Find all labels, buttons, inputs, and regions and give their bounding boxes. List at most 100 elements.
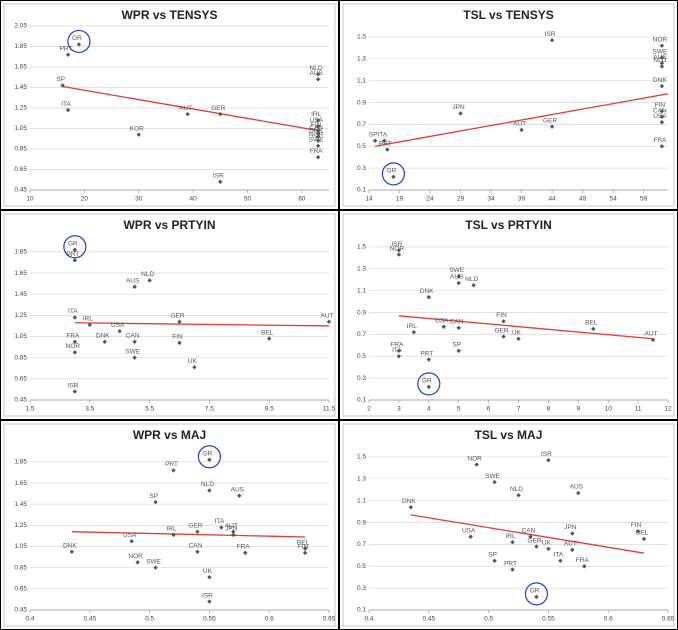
y-tick-label: 0.7	[357, 331, 366, 338]
point-label: AUT	[321, 312, 334, 319]
y-tick-label: 1.85	[14, 249, 27, 256]
point-label: AUT	[225, 522, 238, 529]
x-tick-label: 0.4	[364, 616, 373, 623]
data-point	[72, 247, 78, 252]
y-tick-label: 1.05	[14, 333, 27, 340]
data-point	[408, 505, 414, 510]
point-label: AUS	[309, 70, 323, 77]
y-tick-label: 0.65	[14, 166, 27, 173]
chart-title: WPR vs MAJ	[133, 428, 206, 442]
point-label: IRL	[311, 111, 322, 118]
trend-line	[398, 315, 654, 340]
x-tick-label: 0.55	[203, 616, 216, 623]
chart-title: TSL vs MAJ	[475, 428, 543, 442]
y-tick-label: 0.3	[357, 375, 366, 382]
point-label: SWE	[652, 48, 667, 55]
data-point	[426, 384, 431, 390]
panel-border	[0, 420, 339, 630]
y-tick-label: 0.85	[14, 564, 27, 571]
data-point	[60, 83, 65, 88]
plot-frame	[342, 423, 675, 627]
point-label: CAN	[522, 527, 536, 534]
x-tick-label: 6	[487, 406, 491, 413]
chart-panel: WPR vs PRTYIN 0.45 0.65 0.85 1.05 1.25 1.45 1.6…	[0, 210, 339, 420]
data-point	[659, 64, 665, 69]
point-label: FIN	[172, 334, 183, 341]
trend-line	[374, 93, 669, 147]
data-point	[659, 109, 665, 114]
point-label: JPN	[452, 104, 465, 111]
point-label: AUT	[513, 121, 526, 128]
point-label: KOR	[130, 125, 144, 132]
point-label: IRL	[166, 526, 177, 533]
y-tick-label: 1.5	[357, 244, 366, 251]
point-label: ITA	[215, 518, 225, 525]
data-point	[411, 330, 417, 335]
data-point	[382, 138, 387, 143]
plot-frame	[3, 423, 336, 627]
x-tick-label: 30	[135, 196, 143, 203]
y-tick-label: 1.5	[357, 454, 366, 461]
point-label: AUS	[653, 54, 667, 61]
data-point	[315, 138, 321, 143]
data-point	[65, 52, 71, 57]
x-tick-label: 5.5	[145, 406, 154, 413]
x-tick-label: 7.5	[205, 406, 214, 413]
point-label: JPN	[225, 526, 238, 533]
point-label: PRT	[420, 350, 433, 357]
point-label: NOR	[66, 343, 81, 350]
point-label: ISR	[213, 173, 224, 180]
point-label: NLD	[201, 481, 214, 488]
point-label: GR	[422, 378, 432, 385]
data-point	[237, 493, 242, 498]
point-label: ITA	[392, 347, 402, 354]
data-point	[396, 348, 402, 353]
y-tick-label: 1.1	[357, 77, 366, 84]
point-label: GER	[211, 105, 225, 112]
point-label: BEL	[636, 530, 649, 537]
chart-title: TSL vs TENSYS	[463, 8, 553, 22]
point-label: NOR	[309, 132, 324, 139]
y-tick-label: 0.65	[14, 376, 27, 383]
data-point	[207, 457, 212, 462]
point-label: ITA	[68, 308, 78, 315]
point-label: DNK	[420, 288, 434, 295]
point-label: USA	[309, 117, 323, 124]
data-point	[385, 147, 390, 152]
point-label: CAN	[189, 543, 203, 550]
data-point	[471, 283, 476, 288]
y-tick-label: 1.1	[357, 497, 366, 504]
x-tick-label: 0.4	[25, 616, 34, 623]
chart-title: WPR vs PRTYIN	[123, 218, 215, 232]
y-tick-label: 1.05	[14, 125, 27, 132]
x-tick-label: 1.5	[25, 406, 34, 413]
data-point	[426, 295, 431, 300]
data-point	[576, 490, 581, 496]
point-label: NOR	[467, 455, 482, 462]
point-label: CAN	[126, 333, 140, 340]
point-label: SWE	[146, 558, 161, 565]
y-tick-label: 0.5	[357, 563, 366, 570]
point-label: UK	[512, 329, 522, 336]
data-point	[456, 280, 461, 286]
point-label: GER	[170, 312, 184, 319]
point-label: FRA	[576, 557, 590, 564]
point-label: AUS	[450, 274, 464, 281]
point-label: ISR	[202, 592, 213, 599]
data-point	[177, 319, 182, 324]
point-label: NLD	[510, 486, 523, 493]
x-tick-label: 0.6	[604, 616, 613, 623]
data-point	[102, 339, 107, 345]
point-label: BEL	[585, 320, 598, 327]
data-point	[458, 111, 463, 116]
point-label: USA	[653, 113, 667, 120]
y-tick-label: 2.05	[14, 23, 27, 30]
y-tick-label: 0.85	[14, 146, 27, 153]
point-label: FRA	[66, 333, 80, 340]
point-label: AUS	[231, 486, 245, 493]
x-tick-label: 0.45	[83, 616, 96, 623]
panel-border	[0, 210, 339, 420]
point-label: FIN	[631, 522, 642, 529]
point-label: USA	[435, 317, 449, 324]
point-label: SP	[488, 552, 497, 559]
